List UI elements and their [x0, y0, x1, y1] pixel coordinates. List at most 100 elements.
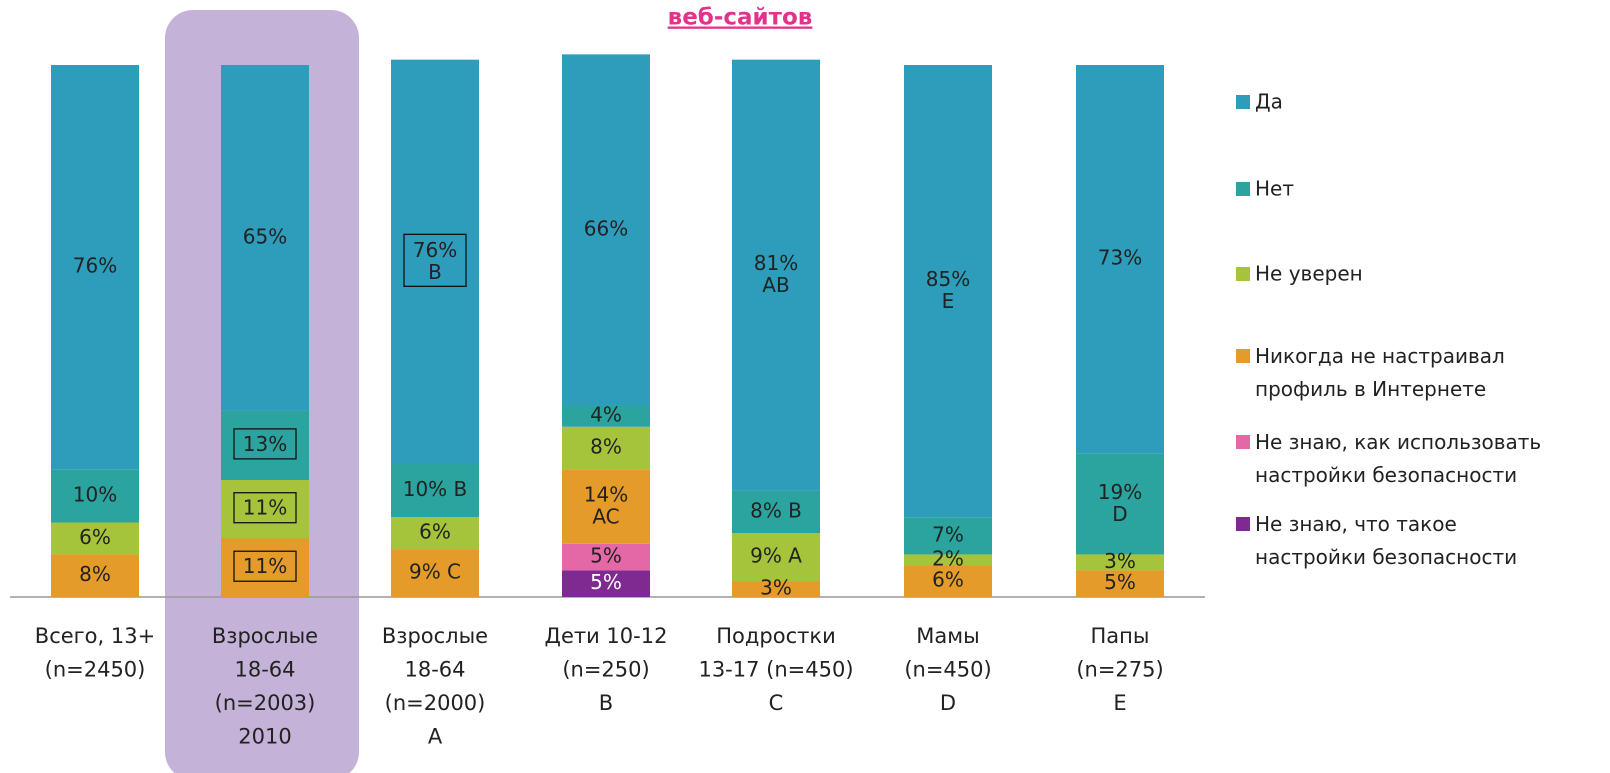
data-label: 8% [79, 562, 111, 586]
x-tick-label: B [599, 691, 613, 715]
data-label: 8% B [750, 498, 802, 522]
data-label: 3% [760, 576, 792, 600]
data-label: 11% [243, 496, 287, 520]
x-tick-label: Дети 10-12 [545, 624, 668, 648]
legend-swatch [1236, 517, 1250, 531]
legend-label: Не знаю, что такое настройки безопасности [1255, 512, 1517, 569]
x-tick-label: 13-17 (n=450) [698, 658, 853, 682]
x-tick-label: Мамы [916, 624, 979, 648]
legend-swatch [1236, 182, 1250, 196]
data-label: 5% [1104, 570, 1136, 594]
bar-segment [221, 410, 309, 480]
data-label: 81% AB [754, 251, 798, 297]
data-label: 76% [73, 254, 117, 278]
bar-segment [904, 517, 992, 555]
data-label: 9% C [409, 560, 461, 584]
bar-segment [732, 533, 820, 582]
data-label: 14% AC [584, 482, 628, 528]
data-label: 19% D [1098, 479, 1142, 525]
data-label: 7% [932, 522, 964, 546]
legend-swatch [1236, 267, 1250, 281]
bar-segment [904, 65, 992, 518]
data-label: 65% [243, 224, 287, 248]
bar-segment [51, 554, 139, 597]
x-tick-label: (n=450) [904, 658, 991, 682]
bar-segment [51, 469, 139, 523]
label-box [233, 428, 297, 460]
x-tick-label: (n=250) [562, 658, 649, 682]
data-label: 13% [243, 432, 287, 456]
x-tick-label: Взрослые [212, 624, 318, 648]
bar-segment [562, 405, 650, 427]
bar-segment [562, 54, 650, 406]
bar-segment [221, 479, 309, 539]
bar-segment [51, 65, 139, 470]
legend-label: Не знаю, как использовать настройки безоп… [1255, 430, 1541, 487]
data-label: 6% [79, 525, 111, 549]
x-tick-label: A [428, 725, 443, 749]
x-tick-label: (n=2000) [385, 691, 486, 715]
bar-segment [391, 517, 479, 550]
label-box [233, 492, 297, 524]
data-label: 3% [1104, 549, 1136, 573]
label-box [233, 550, 297, 582]
bar-segment [562, 426, 650, 470]
legend-swatch [1236, 435, 1250, 449]
x-tick-label: 18-64 [234, 658, 295, 682]
data-label: 73% [1098, 246, 1142, 270]
data-label: 10% B [403, 477, 468, 501]
data-label: 6% [419, 520, 451, 544]
data-label: 11% [243, 554, 287, 578]
legend-label: Не уверен [1255, 262, 1363, 286]
data-label: 5% [590, 544, 622, 568]
x-tick-label: Взрослые [382, 624, 488, 648]
chart-title: веб-сайтов [668, 5, 813, 31]
x-tick-label: 18-64 [404, 658, 465, 682]
x-tick-label: C [769, 691, 784, 715]
data-label: 66% [584, 216, 628, 240]
bar-segment [732, 59, 820, 491]
bar-segment [904, 554, 992, 566]
legend-label: Да [1255, 90, 1283, 114]
bar-segment [1076, 554, 1164, 571]
x-tick-label: Всего, 13+ [35, 624, 155, 648]
x-tick-label: Подростки [716, 624, 835, 648]
x-tick-label: (n=2450) [45, 658, 146, 682]
legend-swatch [1236, 95, 1250, 109]
legend-label: Никогда не настраивал профиль в Интернете [1255, 344, 1505, 401]
x-tick-label: 2010 [238, 725, 291, 749]
bar-segment [391, 59, 479, 465]
bar-segment [562, 543, 650, 571]
data-label: 5% [590, 570, 622, 594]
data-label: 85% E [926, 267, 970, 313]
bar-segment [391, 549, 479, 597]
bar-segment [1076, 453, 1164, 555]
x-tick-label: Папы [1091, 624, 1150, 648]
x-tick-label: (n=2003) [215, 691, 316, 715]
data-label: 9% A [750, 544, 802, 568]
label-box [403, 233, 467, 287]
x-tick-label: D [940, 691, 956, 715]
data-label: 76% B [413, 237, 457, 283]
bar-segment [51, 522, 139, 555]
x-tick-label: E [1113, 691, 1126, 715]
bar-segment [1076, 570, 1164, 597]
data-label: 2% [932, 546, 964, 570]
data-label: 10% [73, 482, 117, 506]
bar-segment [732, 490, 820, 534]
bar-segment [391, 464, 479, 518]
bar-segment [904, 565, 992, 597]
data-label: 8% [590, 435, 622, 459]
data-label: 6% [932, 568, 964, 592]
bar-segment [221, 538, 309, 597]
bar-segment [1076, 65, 1164, 454]
bar-segment [732, 581, 820, 597]
data-label: 4% [590, 403, 622, 427]
bar-segment [562, 570, 650, 597]
bar-segment [562, 469, 650, 544]
bar-segment [221, 65, 309, 411]
legend-label: Нет [1255, 177, 1294, 201]
legend-swatch [1236, 349, 1250, 363]
x-tick-label: (n=275) [1076, 658, 1163, 682]
